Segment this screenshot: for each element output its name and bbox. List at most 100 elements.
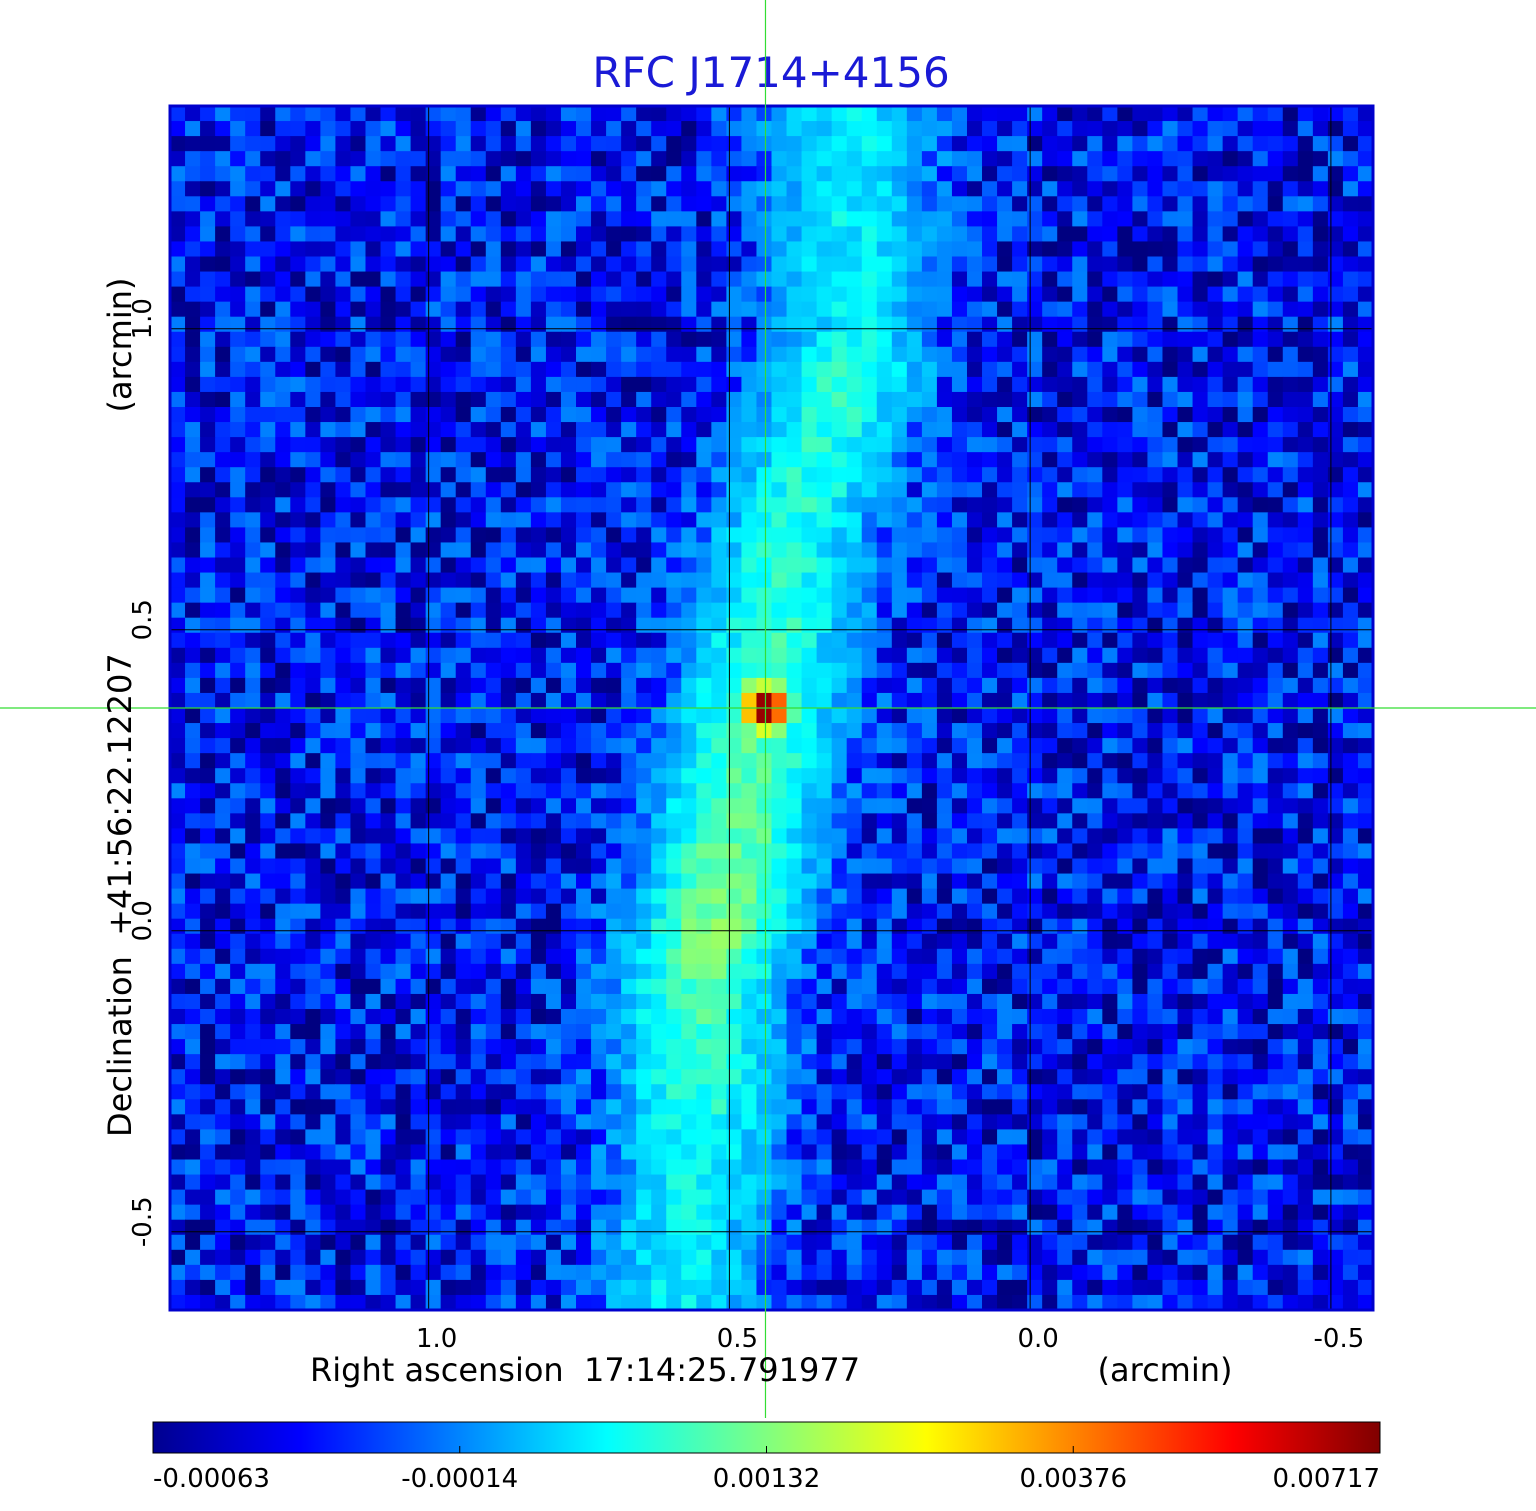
heatmap-cell — [260, 361, 276, 378]
heatmap-cell — [951, 211, 968, 227]
heatmap-cell — [410, 226, 427, 243]
heatmap-cell — [320, 211, 337, 227]
heatmap-cell — [500, 121, 517, 137]
heatmap-cell — [982, 708, 998, 724]
heatmap-cell — [455, 482, 472, 498]
heatmap-cell — [320, 738, 337, 754]
heatmap-cell — [891, 136, 908, 152]
heatmap-cell — [936, 361, 953, 378]
heatmap-cell — [786, 166, 803, 182]
heatmap-cell — [515, 873, 532, 890]
heatmap-cell — [636, 813, 652, 829]
heatmap-cell — [485, 843, 502, 860]
heatmap-cell — [861, 136, 878, 152]
heatmap-cell — [741, 467, 758, 483]
heatmap-cell — [831, 1024, 848, 1040]
heatmap-cell — [1012, 286, 1028, 303]
heatmap-cell — [666, 933, 682, 950]
heatmap-cell — [560, 196, 577, 212]
heatmap-cell — [230, 286, 246, 303]
heatmap-cell — [440, 256, 457, 273]
heatmap-cell — [1147, 437, 1164, 453]
heatmap-cell — [831, 542, 848, 559]
heatmap-cell — [380, 1039, 397, 1055]
heatmap-cell — [1282, 828, 1299, 845]
heatmap-cell — [485, 1009, 502, 1025]
heatmap-cell — [1117, 512, 1133, 528]
heatmap-cell — [1012, 677, 1028, 694]
heatmap-cell — [170, 301, 186, 318]
heatmap-cell — [560, 978, 577, 995]
heatmap-cell — [185, 1024, 201, 1040]
heatmap-cell — [591, 647, 607, 664]
heatmap-cell — [1342, 226, 1359, 243]
heatmap-cell — [1282, 587, 1299, 604]
heatmap-cell — [651, 1009, 667, 1025]
heatmap-cell — [290, 452, 306, 468]
heatmap-cell — [1177, 301, 1194, 318]
heatmap-cell — [275, 241, 291, 258]
heatmap-cell — [576, 512, 592, 528]
heatmap-cell — [1072, 497, 1088, 513]
heatmap-cell — [170, 798, 186, 814]
heatmap-cell — [1297, 798, 1314, 814]
heatmap-cell — [1252, 376, 1269, 393]
heatmap-cell — [1147, 783, 1164, 799]
heatmap-cell — [666, 376, 682, 393]
heatmap-cell — [1342, 1024, 1359, 1040]
heatmap-cell — [966, 422, 983, 438]
heatmap-cell — [816, 346, 833, 363]
heatmap-cell — [741, 933, 758, 950]
heatmap-cell — [621, 301, 637, 318]
heatmap-cell — [275, 918, 291, 935]
heatmap-cell — [1207, 813, 1224, 829]
heatmap-cell — [320, 542, 337, 559]
heatmap-cell — [816, 542, 833, 559]
heatmap-cell — [320, 858, 337, 875]
heatmap-cell — [350, 271, 367, 288]
heatmap-cell — [425, 993, 442, 1010]
heatmap-cell — [425, 888, 442, 905]
heatmap-cell — [906, 512, 923, 528]
heatmap-cell — [530, 166, 547, 182]
heatmap-cell — [681, 843, 697, 860]
heatmap-cell — [921, 407, 938, 423]
heatmap-cell — [1147, 828, 1164, 845]
heatmap-cell — [1117, 677, 1133, 694]
heatmap-cell — [1057, 647, 1073, 664]
heatmap-cell — [997, 316, 1013, 333]
heatmap-cell — [1237, 527, 1254, 544]
heatmap-cell — [1042, 527, 1058, 544]
heatmap-cell — [846, 467, 863, 483]
heatmap-cell — [1132, 527, 1149, 544]
heatmap-cell — [365, 572, 382, 589]
heatmap-cell — [440, 828, 457, 845]
heatmap-cell — [1207, 888, 1224, 905]
heatmap-cell — [651, 828, 667, 845]
heatmap-cell — [230, 196, 246, 212]
heatmap-cell — [230, 452, 246, 468]
heatmap-cell — [380, 963, 397, 980]
heatmap-cell — [440, 662, 457, 679]
heatmap-cell — [1342, 557, 1359, 574]
heatmap-cell — [591, 632, 607, 649]
heatmap-cell — [560, 482, 577, 498]
heatmap-cell — [1297, 241, 1314, 258]
heatmap-cell — [1087, 723, 1103, 739]
heatmap-cell — [425, 617, 442, 634]
heatmap-cell — [921, 391, 938, 408]
heatmap-cell — [1297, 978, 1314, 995]
heatmap-cell — [200, 166, 216, 182]
heatmap-cell — [786, 121, 803, 137]
heatmap-cell — [1312, 512, 1329, 528]
heatmap-cell — [816, 933, 833, 950]
heatmap-cell — [846, 256, 863, 273]
heatmap-cell — [335, 226, 352, 243]
heatmap-cell — [1012, 662, 1028, 679]
heatmap-cell — [185, 316, 201, 333]
heatmap-cell — [290, 557, 306, 574]
heatmap-cell — [861, 452, 878, 468]
heatmap-cell — [1342, 497, 1359, 513]
heatmap-cell — [500, 482, 517, 498]
heatmap-cell — [1207, 828, 1224, 845]
